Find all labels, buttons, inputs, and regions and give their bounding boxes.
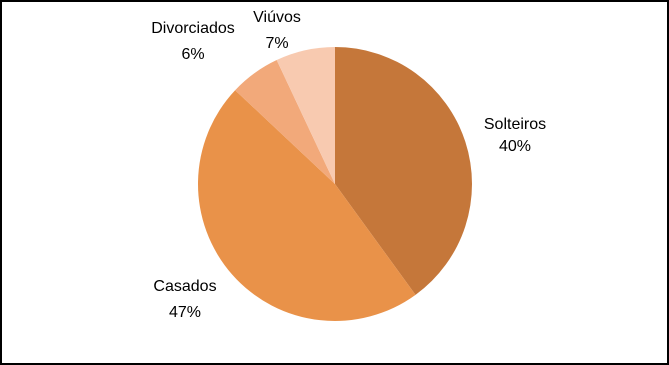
- slice-label: Divorciados: [151, 20, 235, 37]
- pie-slice: [276, 47, 335, 184]
- slice-label: Viúvos: [253, 9, 301, 26]
- value-label: 47%: [169, 304, 201, 321]
- value-label: 7%: [265, 35, 288, 52]
- pie-slice: [335, 47, 472, 295]
- value-label: 6%: [181, 46, 204, 63]
- value-label: 40%: [499, 138, 531, 155]
- slice-label: Casados: [153, 278, 216, 295]
- pie-slice: [235, 60, 335, 184]
- slice-label: Solteiros: [484, 116, 546, 133]
- pie-slice: [197, 90, 416, 322]
